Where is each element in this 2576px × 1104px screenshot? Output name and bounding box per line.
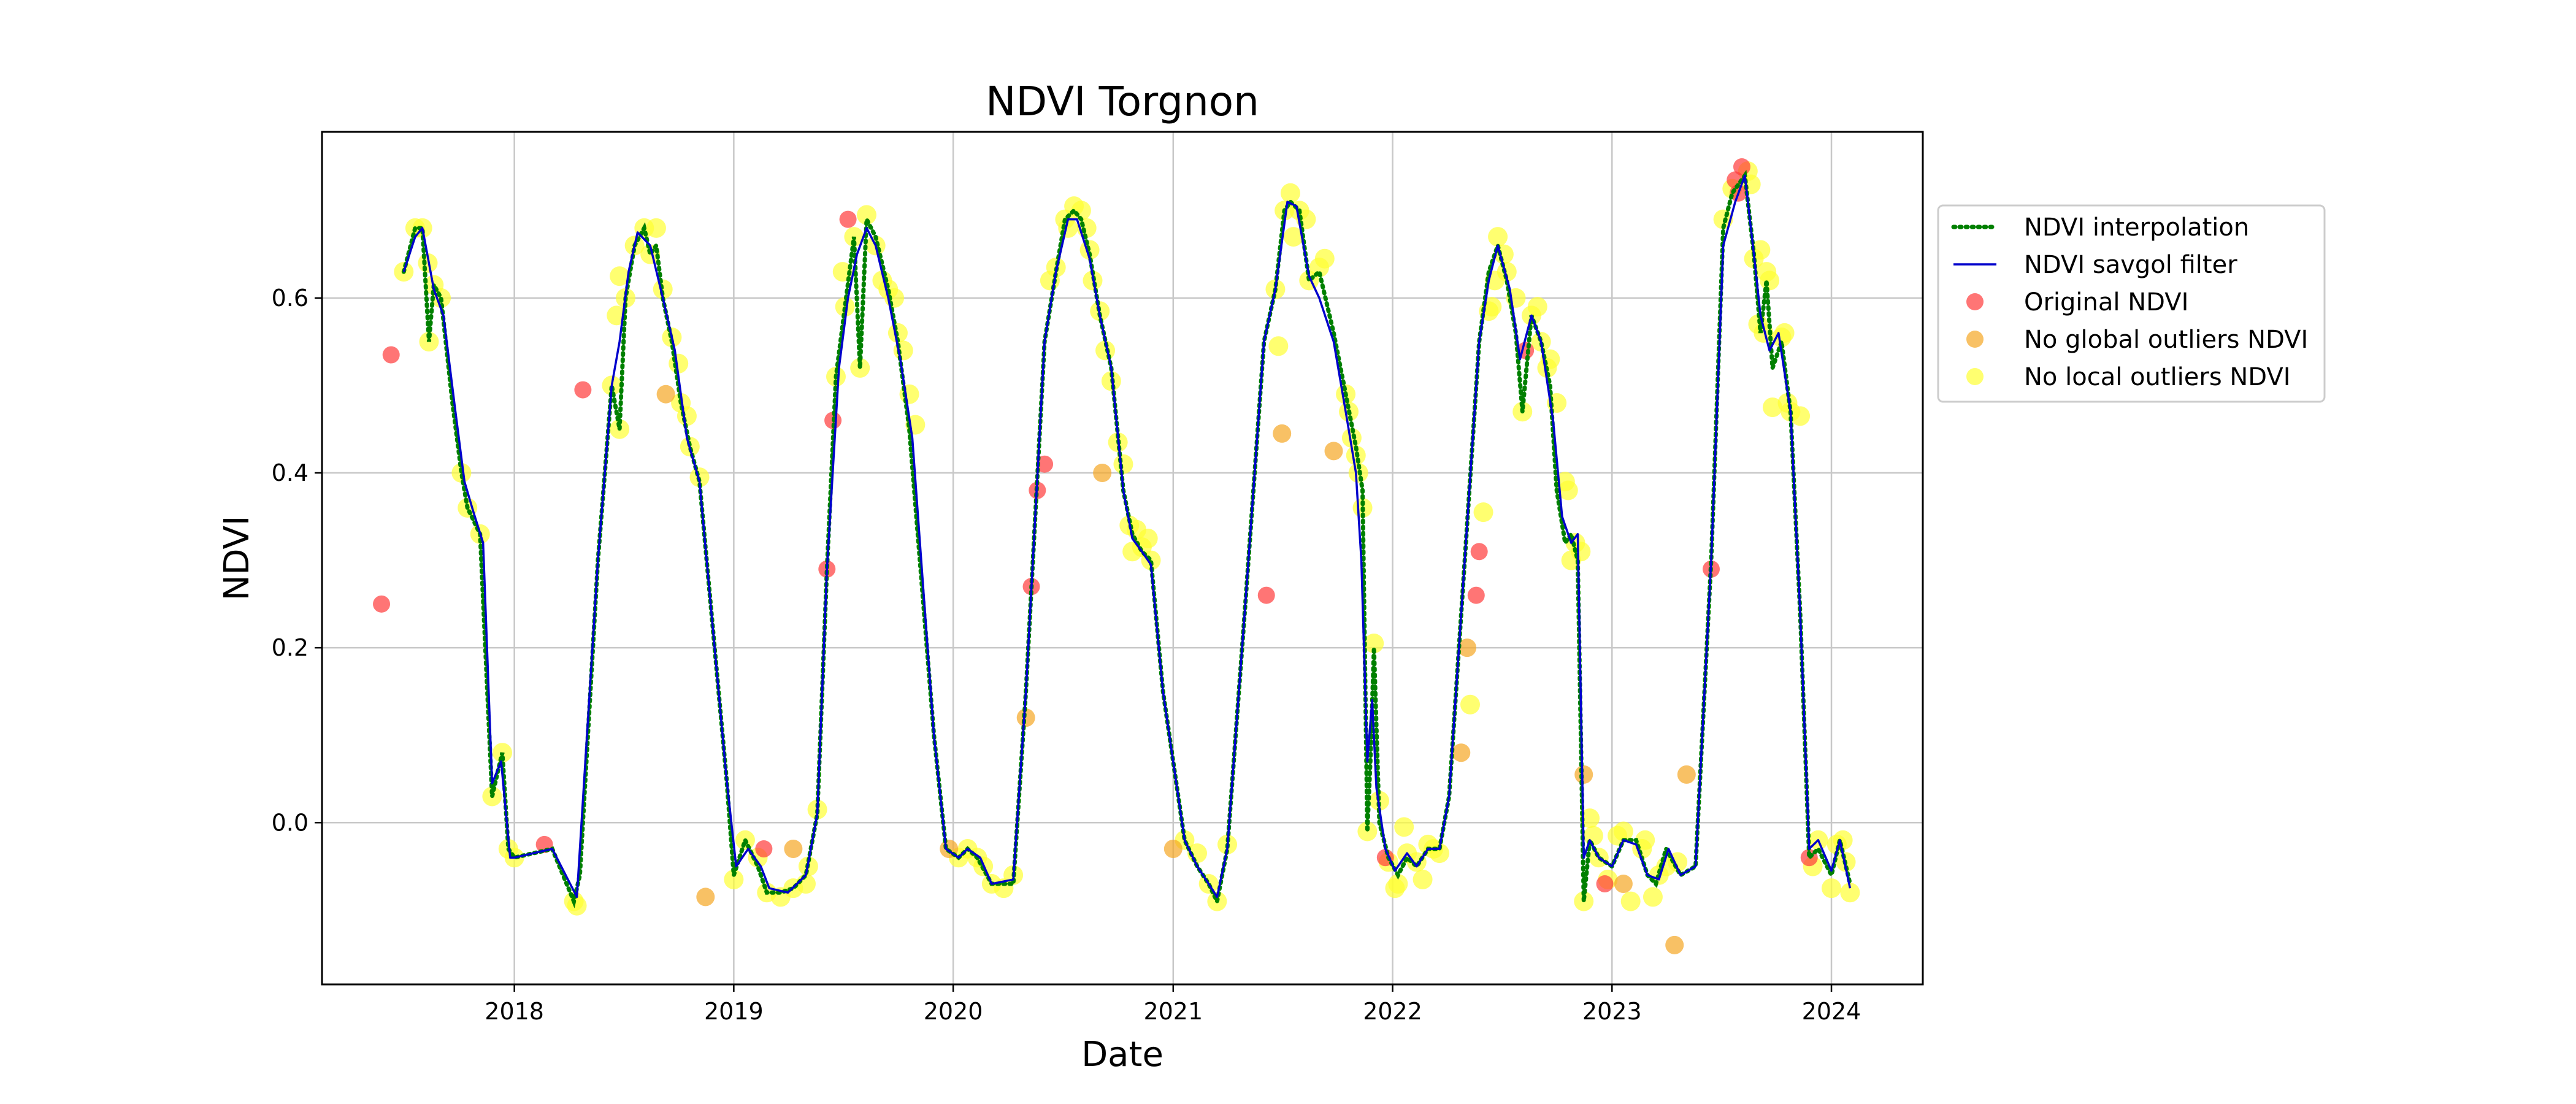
y-tick-label: 0.6	[272, 285, 309, 312]
no-local-outliers-ndvi-point	[1833, 830, 1853, 850]
no-local-outliers-ndvi-point	[1558, 480, 1578, 500]
legend-box	[1937, 204, 2326, 403]
no-local-outliers-ndvi-point	[1822, 878, 1842, 899]
legend-swatch-marker	[1966, 368, 1984, 385]
no-global-outliers-ndvi-point	[656, 385, 675, 404]
no-local-outliers-ndvi-point	[1268, 336, 1289, 356]
no-local-outliers-ndvi-point	[1488, 227, 1508, 247]
y-tick-label: 0.0	[272, 809, 309, 836]
no-local-outliers-ndvi-point	[1482, 297, 1502, 317]
x-tick-label: 2021	[1143, 998, 1203, 1025]
no-global-outliers-ndvi-point	[1163, 840, 1183, 859]
original-ndvi-point	[755, 840, 773, 858]
no-local-outliers-ndvi-point	[856, 205, 876, 225]
y-tick-label: 0.2	[272, 634, 309, 661]
original-ndvi-point	[1467, 586, 1485, 604]
original-ndvi-point	[373, 595, 391, 613]
plot-area	[373, 158, 1860, 954]
legend-item-original-ndvi: Original NDVI	[1966, 288, 2188, 316]
legend-swatch-marker	[1966, 331, 1984, 348]
no-local-outliers-ndvi-point	[1840, 883, 1860, 903]
no-local-outliers-ndvi-point	[1620, 891, 1641, 911]
x-tick-label: 2022	[1363, 998, 1422, 1025]
x-tick-label: 2018	[485, 998, 544, 1025]
legend-item-ndvi-savgol-filter: NDVI savgol filter	[1953, 251, 2237, 279]
no-local-outliers-ndvi-point	[1280, 183, 1300, 203]
no-local-outliers-ndvi-point	[1364, 634, 1384, 653]
legend-swatch-marker	[1966, 293, 1984, 310]
no-global-outliers-ndvi-point	[1016, 708, 1035, 727]
legend-label: NDVI interpolation	[2024, 213, 2249, 242]
legend-item-no-global-outliers-ndvi: No global outliers NDVI	[1966, 326, 2308, 354]
x-tick-label: 2024	[1802, 998, 1861, 1025]
no-global-outliers-ndvi-point	[1093, 464, 1112, 482]
no-local-outliers-ndvi-point	[1613, 821, 1633, 841]
original-ndvi-point	[1733, 158, 1750, 176]
plot-frame	[321, 131, 1924, 986]
legend-label: No global outliers NDVI	[2024, 326, 2308, 354]
no-local-outliers-ndvi-point	[1460, 694, 1480, 715]
original-ndvi-point	[839, 210, 857, 228]
x-axis: 2018 2019 2020 2021 2022 2023 2024	[485, 984, 1861, 1025]
no-global-outliers-ndvi-point	[784, 840, 803, 859]
no-local-outliers-ndvi-point	[1138, 528, 1158, 548]
original-ndvi-point	[1257, 586, 1275, 604]
legend: NDVI interpolation NDVI savgol filter Orig…	[1937, 204, 2326, 403]
no-global-outliers-ndvi-series	[656, 385, 1696, 954]
no-local-outliers-ndvi-point	[1283, 227, 1303, 247]
original-ndvi-point	[574, 381, 592, 399]
no-local-outliers-ndvi-point	[724, 869, 744, 889]
no-local-outliers-ndvi-point	[1473, 502, 1493, 523]
no-local-outliers-ndvi-point	[1790, 406, 1811, 426]
y-axis: 0.0 0.2 0.4 0.6	[272, 285, 322, 836]
no-global-outliers-ndvi-point	[1273, 424, 1292, 443]
no-local-outliers-ndvi-point	[1580, 808, 1600, 829]
x-axis-title: Date	[1081, 1035, 1163, 1075]
no-local-outliers-ndvi-point	[1527, 297, 1547, 317]
no-local-outliers-ndvi-point	[610, 266, 630, 286]
legend-label: NDVI savgol filter	[2024, 251, 2237, 279]
original-ndvi-point	[382, 346, 400, 364]
legend-item-no-local-outliers-ndvi: No local outliers NDVI	[1966, 363, 2291, 391]
no-local-outliers-ndvi-point	[646, 218, 666, 238]
no-global-outliers-ndvi-point	[696, 887, 715, 907]
legend-label: No local outliers NDVI	[2024, 363, 2291, 391]
y-tick-label: 0.4	[272, 459, 309, 486]
no-global-outliers-ndvi-point	[1452, 743, 1471, 762]
no-global-outliers-ndvi-point	[1614, 875, 1633, 894]
grid-layer	[322, 132, 1923, 984]
no-local-outliers-ndvi-point	[1643, 887, 1663, 907]
x-tick-label: 2023	[1582, 998, 1642, 1025]
no-global-outliers-ndvi-point	[1324, 442, 1343, 461]
no-local-outliers-ndvi-point	[1314, 248, 1335, 269]
original-ndvi-point	[1596, 875, 1614, 893]
no-local-outliers-ndvi-point	[1762, 397, 1782, 418]
ndvi-savgol-line	[402, 174, 1852, 899]
x-tick-label: 2019	[704, 998, 764, 1025]
no-local-outliers-ndvi-point	[1413, 869, 1433, 889]
no-global-outliers-ndvi-point	[1677, 765, 1696, 784]
no-global-outliers-ndvi-point	[1574, 765, 1593, 784]
no-local-outliers-ndvi-point	[1760, 270, 1780, 291]
no-local-outliers-ndvi-point	[1394, 817, 1414, 837]
legend-item-ndvi-interpolation: NDVI interpolation	[1951, 213, 2249, 242]
chart-title: NDVI Torgnon	[986, 78, 1259, 125]
no-local-outliers-ndvi-point	[567, 895, 587, 916]
no-local-outliers-ndvi-point	[1388, 874, 1408, 894]
no-local-outliers-ndvi-point	[1635, 830, 1655, 850]
no-global-outliers-ndvi-point	[1458, 638, 1477, 657]
no-global-outliers-ndvi-point	[1665, 935, 1684, 954]
legend-label: Original NDVI	[2024, 288, 2188, 316]
y-axis-title: NDVI	[217, 516, 257, 601]
original-ndvi-point	[1470, 543, 1488, 561]
x-tick-label: 2020	[924, 998, 983, 1025]
